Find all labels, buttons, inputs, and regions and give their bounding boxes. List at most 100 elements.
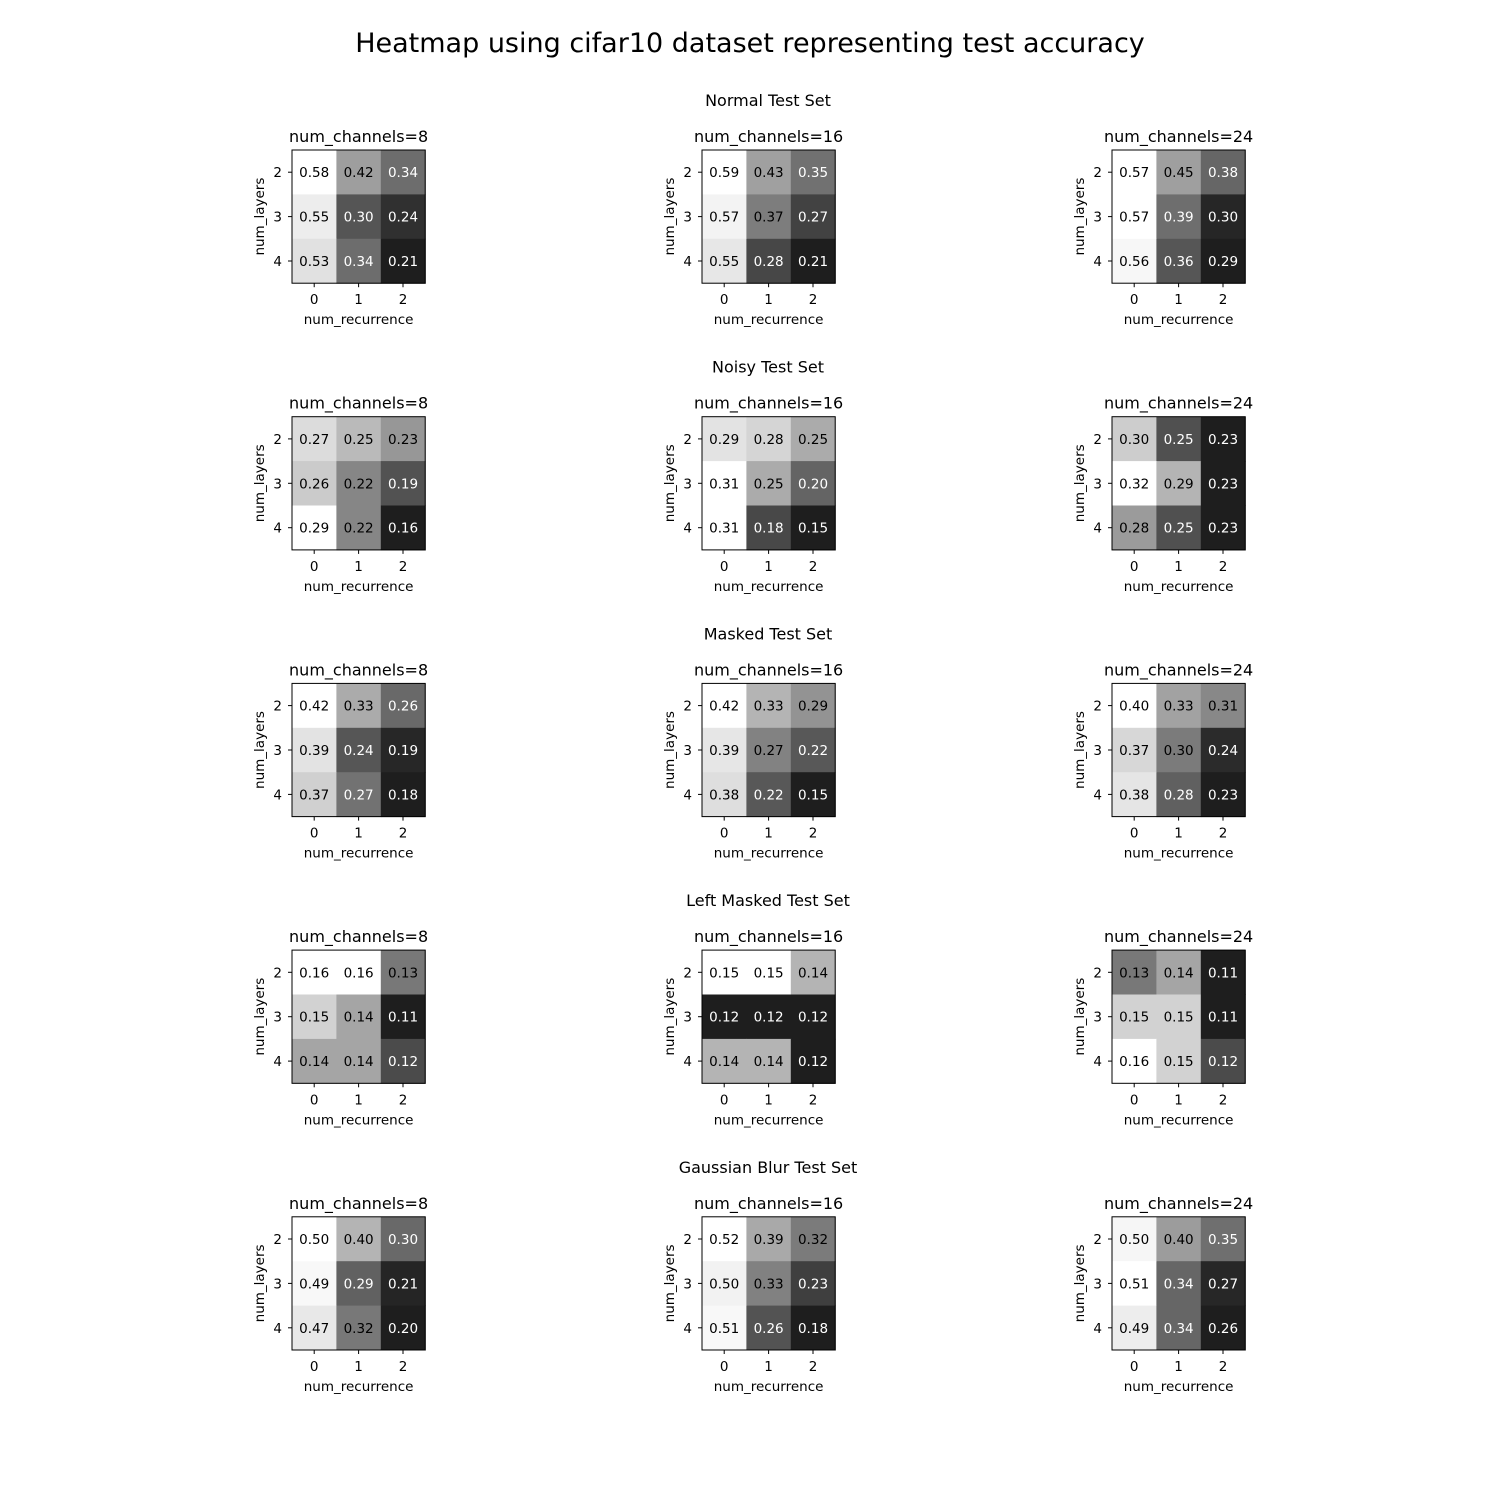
heatmap-cell bbox=[1112, 1305, 1157, 1351]
x-tick-label: 1 bbox=[764, 292, 773, 308]
cell-value-label: 0.29 bbox=[798, 699, 828, 715]
heatmap-cell bbox=[336, 1216, 382, 1262]
heatmap-cell bbox=[746, 150, 792, 195]
section-title: Normal Test Set bbox=[705, 91, 831, 110]
cell-value-label: 0.30 bbox=[1164, 743, 1194, 759]
y-tick-label: 2 bbox=[273, 1232, 282, 1248]
cell-value-label: 0.47 bbox=[299, 1321, 329, 1337]
heatmap-cell bbox=[380, 461, 426, 506]
x-tick-label: 0 bbox=[310, 1359, 319, 1375]
x-tick-label: 1 bbox=[354, 1092, 363, 1108]
y-axis-label: num_layers bbox=[252, 1244, 268, 1322]
x-axis-label: num_recurrence bbox=[714, 312, 824, 328]
heatmap-cell bbox=[380, 150, 426, 195]
cell-value-label: 0.33 bbox=[754, 1276, 784, 1292]
cell-value-label: 0.30 bbox=[388, 1232, 418, 1248]
panel-title: num_channels=16 bbox=[694, 1194, 843, 1214]
x-tick-label: 0 bbox=[720, 559, 729, 575]
x-tick-label: 1 bbox=[764, 826, 773, 842]
y-tick-label: 4 bbox=[1093, 1054, 1102, 1070]
cell-value-label: 0.11 bbox=[1208, 1010, 1238, 1026]
heatmap-cell bbox=[1156, 683, 1202, 729]
heatmap-cell bbox=[1200, 683, 1246, 729]
heatmap-cell bbox=[380, 683, 426, 729]
cell-value-label: 0.31 bbox=[709, 521, 739, 537]
y-axis-label: num_layers bbox=[252, 178, 268, 256]
heatmap-cell bbox=[1200, 1216, 1246, 1262]
y-tick-label: 4 bbox=[273, 521, 282, 537]
cell-value-label: 0.25 bbox=[344, 432, 374, 448]
cell-value-label: 0.57 bbox=[1119, 165, 1149, 181]
cell-value-label: 0.31 bbox=[1208, 699, 1238, 715]
x-tick-label: 2 bbox=[399, 1092, 408, 1108]
cell-value-label: 0.29 bbox=[1208, 254, 1238, 270]
cell-value-label: 0.30 bbox=[344, 210, 374, 226]
cell-value-label: 0.52 bbox=[709, 1232, 739, 1248]
cell-value-label: 0.22 bbox=[344, 521, 374, 537]
y-tick-label: 4 bbox=[273, 254, 282, 270]
heatmap-cell bbox=[1156, 1216, 1202, 1262]
x-tick-label: 0 bbox=[1130, 826, 1139, 842]
heatmap-cell bbox=[790, 1216, 836, 1262]
panel-title: num_channels=16 bbox=[694, 394, 843, 414]
cell-value-label: 0.34 bbox=[1164, 1321, 1194, 1337]
cell-value-label: 0.24 bbox=[1208, 743, 1238, 759]
heatmap-cell bbox=[380, 1305, 426, 1351]
heatmap-cell bbox=[746, 238, 792, 284]
heatmap-cell bbox=[1156, 505, 1202, 551]
panel-title: num_channels=24 bbox=[1104, 1194, 1253, 1214]
heatmap-cell bbox=[292, 194, 337, 240]
heatmap-panel: num_channels=8 0.27 0.25 0.23 0.26 0.22 0.19 0.… bbox=[252, 394, 428, 595]
y-axis-label: num_layers bbox=[1072, 1244, 1088, 1322]
cell-value-label: 0.25 bbox=[1164, 521, 1194, 537]
x-axis-label: num_recurrence bbox=[1124, 579, 1234, 595]
heatmap-cell bbox=[790, 1261, 836, 1307]
cell-value-label: 0.50 bbox=[299, 1232, 329, 1248]
x-tick-label: 1 bbox=[354, 559, 363, 575]
heatmap-cell bbox=[1200, 194, 1246, 240]
y-tick-label: 2 bbox=[273, 699, 282, 715]
cell-value-label: 0.27 bbox=[299, 432, 329, 448]
cell-value-label: 0.12 bbox=[754, 1010, 784, 1026]
heatmap-cell bbox=[1156, 772, 1202, 818]
cell-value-label: 0.26 bbox=[299, 476, 329, 492]
heatmap-cell bbox=[1156, 727, 1202, 773]
y-axis-label: num_layers bbox=[1072, 178, 1088, 256]
heatmap-cell bbox=[790, 772, 836, 818]
x-tick-label: 1 bbox=[764, 559, 773, 575]
y-tick-label: 4 bbox=[683, 254, 692, 270]
cell-value-label: 0.38 bbox=[1208, 165, 1238, 181]
x-tick-label: 0 bbox=[1130, 559, 1139, 575]
section-title: Noisy Test Set bbox=[712, 358, 824, 377]
y-tick-label: 4 bbox=[683, 1321, 692, 1337]
cell-value-label: 0.32 bbox=[798, 1232, 828, 1248]
cell-value-label: 0.29 bbox=[344, 1276, 374, 1292]
x-tick-label: 0 bbox=[310, 1092, 319, 1108]
cell-value-label: 0.14 bbox=[1164, 965, 1194, 981]
cell-value-label: 0.18 bbox=[798, 1321, 828, 1337]
cell-value-label: 0.29 bbox=[709, 432, 739, 448]
cell-value-label: 0.23 bbox=[1208, 787, 1238, 803]
heatmap-cell bbox=[702, 772, 747, 818]
cell-value-label: 0.23 bbox=[1208, 521, 1238, 537]
heatmap-panel: num_channels=16 0.29 0.28 0.25 0.31 0.25 0.20 0… bbox=[662, 394, 843, 595]
cell-value-label: 0.56 bbox=[1119, 254, 1149, 270]
cell-value-label: 0.43 bbox=[754, 165, 784, 181]
cell-value-label: 0.25 bbox=[1164, 432, 1194, 448]
x-tick-label: 1 bbox=[1174, 1092, 1183, 1108]
y-tick-label: 3 bbox=[683, 1276, 692, 1292]
heatmap-cell bbox=[746, 1261, 792, 1307]
cell-value-label: 0.25 bbox=[798, 432, 828, 448]
x-tick-label: 1 bbox=[764, 1092, 773, 1108]
y-axis-label: num_layers bbox=[252, 978, 268, 1056]
heatmap-cell bbox=[746, 1038, 792, 1084]
cell-value-label: 0.53 bbox=[299, 254, 329, 270]
panel-title: num_channels=8 bbox=[289, 660, 428, 680]
cell-value-label: 0.23 bbox=[388, 432, 418, 448]
cell-value-label: 0.19 bbox=[388, 743, 418, 759]
cell-value-label: 0.39 bbox=[1164, 210, 1194, 226]
cell-value-label: 0.14 bbox=[754, 1054, 784, 1070]
test-set-section: Noisy Test Set num_channels=8 0.27 0.25 0.23… bbox=[252, 358, 1253, 595]
heatmap-cell bbox=[746, 505, 792, 551]
